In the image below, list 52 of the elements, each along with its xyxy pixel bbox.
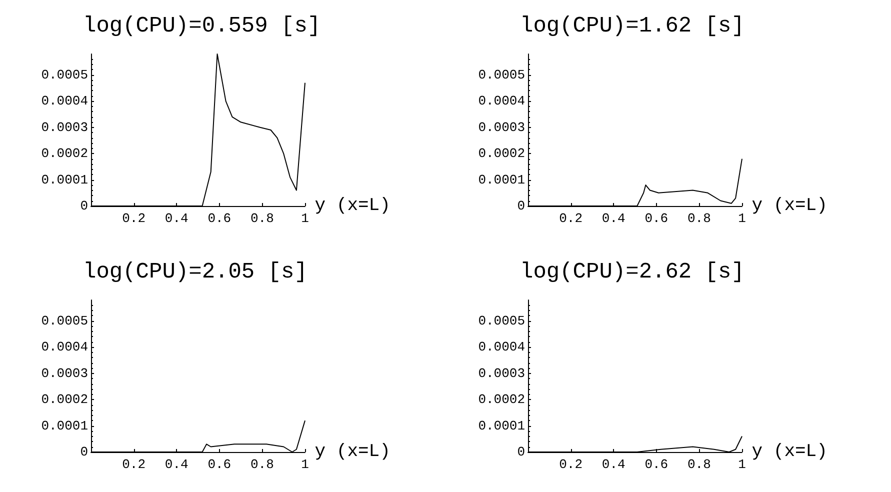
chart-title: log(CPU)=2.05 [s] xyxy=(83,260,308,284)
y-tick-label: 0.0001 xyxy=(41,172,88,188)
y-tick-label: 0.0003 xyxy=(478,366,525,381)
y-tick-label: 0 xyxy=(517,444,525,460)
y-tick-label: 0.0001 xyxy=(478,172,526,188)
x-tick-label: 0.2 xyxy=(122,211,146,226)
y-tick-label: 0.0005 xyxy=(41,67,88,82)
x-tick-label: 0.4 xyxy=(164,211,188,226)
y-tick-label: 0.0005 xyxy=(478,67,525,82)
y-tick-label: 0 xyxy=(80,444,88,460)
x-tick-label: 0.2 xyxy=(122,457,146,472)
y-tick-label: 0 xyxy=(517,198,525,214)
y-tick-label: 0.0001 xyxy=(478,418,526,434)
y-tick-label: 0 xyxy=(80,198,88,214)
y-tick-label: 0.0003 xyxy=(41,366,88,381)
x-tick-label: 0.8 xyxy=(687,211,711,226)
x-tick-label: 0.6 xyxy=(644,457,668,472)
x-axis-title: y (x=L) xyxy=(314,442,390,462)
y-tick-label: 0.0003 xyxy=(478,120,525,135)
x-tick-label: 0.8 xyxy=(687,457,711,472)
y-tick-label: 0.0002 xyxy=(41,392,88,408)
y-tick-label: 0.0004 xyxy=(41,94,88,109)
y-tick-label: 0.0004 xyxy=(478,94,526,109)
x-axis-title: y (x=L) xyxy=(752,442,828,462)
chart-title: log(CPU)=1.62 [s] xyxy=(520,14,744,38)
x-tick-label: 0.2 xyxy=(559,211,583,226)
y-tick-label: 0.0004 xyxy=(41,340,88,355)
x-tick-label: 0.8 xyxy=(250,211,274,226)
x-axis-title: y (x=L) xyxy=(314,196,390,216)
y-tick-label: 0.0005 xyxy=(41,313,88,328)
y-tick-label: 0.0001 xyxy=(41,418,88,434)
x-axis-title: y (x=L) xyxy=(752,196,828,216)
x-tick-label: 1 xyxy=(301,211,310,226)
x-tick-label: 0.8 xyxy=(250,457,274,472)
x-tick-label: 0.2 xyxy=(559,457,583,472)
chart-title: log(CPU)=0.559 [s] xyxy=(83,14,321,38)
y-tick-label: 0.0002 xyxy=(478,146,525,162)
y-tick-label: 0.0003 xyxy=(41,120,88,135)
x-tick-label: 1 xyxy=(738,457,746,472)
y-tick-label: 0.0005 xyxy=(478,313,525,328)
y-tick-label: 0.0004 xyxy=(478,340,526,355)
x-tick-label: 0.4 xyxy=(164,457,188,472)
y-tick-label: 0.0002 xyxy=(41,146,88,162)
x-tick-label: 1 xyxy=(301,457,310,472)
x-tick-label: 0.6 xyxy=(208,211,232,226)
x-tick-label: 0.4 xyxy=(602,211,626,226)
y-tick-label: 0.0002 xyxy=(478,392,525,408)
x-tick-label: 0.6 xyxy=(644,211,668,226)
chart-title: log(CPU)=2.62 [s] xyxy=(520,260,744,284)
x-tick-label: 0.4 xyxy=(602,457,626,472)
x-tick-label: 1 xyxy=(738,211,746,226)
x-tick-label: 0.6 xyxy=(208,457,232,472)
